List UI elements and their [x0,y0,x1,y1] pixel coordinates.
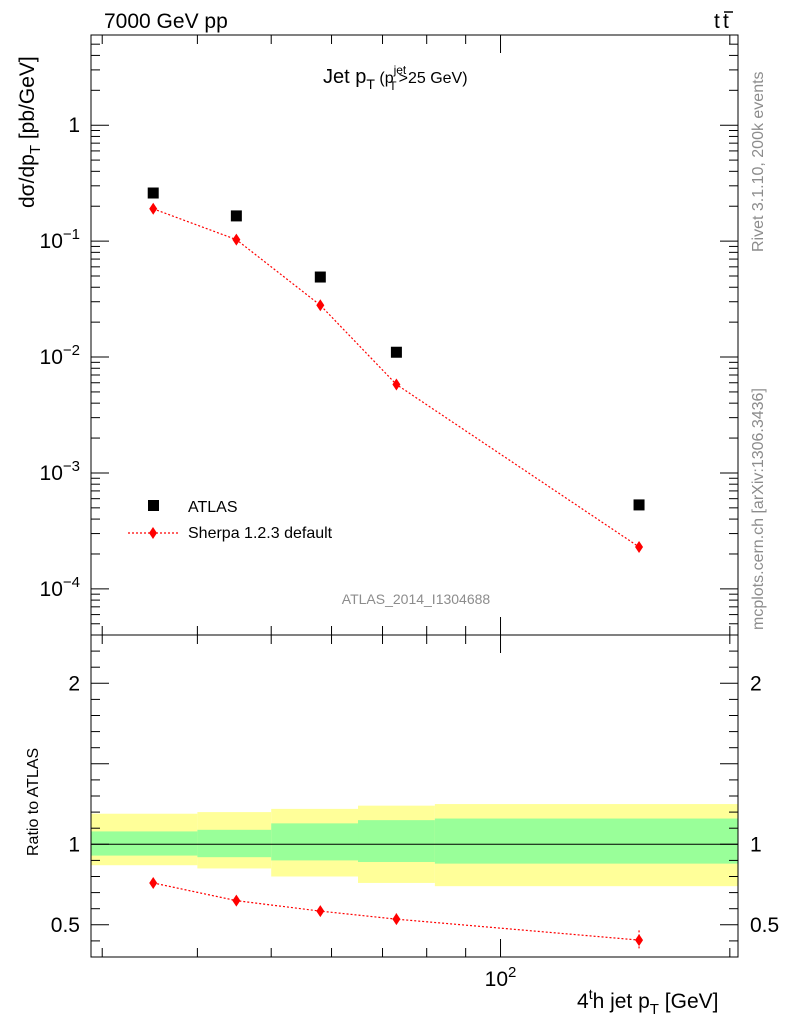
ratio-xlabel: 4th jet pT [GeV] [577,986,719,1018]
band-stat [91,831,198,856]
sherpa-point [316,299,325,312]
ratio-ytick-label-right: 0.5 [750,914,779,937]
main-ytick-label: 10−1 [40,226,80,253]
rivet-label: Rivet 3.1.10, 200k events [750,71,767,252]
header-right: t t [714,10,733,33]
xtick-label: 102 [485,964,517,991]
xlabel-b: h jet p [593,990,650,1013]
main-ytick-label: 10−2 [40,342,80,369]
ratio-sherpa-line [153,882,640,941]
ytick-exp: −3 [63,458,80,475]
main-ytick-label: 1 [68,114,80,137]
sherpa-point [232,233,241,246]
main-x-ticks [101,35,731,635]
sherpa-point [635,540,644,553]
ratio-ytick-label-right: 1 [750,833,762,856]
xtick-exp: 2 [508,964,516,981]
ratio-ytick-label-right: 2 [750,672,762,695]
main-panel: 10−410−310−210−11 Jet pT (pjet T >25 GeV) … [16,34,739,636]
band-stat [434,818,738,864]
xlabel-sub: T [650,1001,659,1018]
ylabel-b: [pb/GeV] [16,56,39,145]
watermark: ATLAS_2014_I1304688 [342,591,491,607]
main-ytick-label: 10−4 [40,574,80,601]
ratio-sherpa-point [392,913,401,926]
ytick-base: 10 [40,230,63,253]
main-ytick-label: 10−3 [40,458,80,485]
title-open: (p [375,70,394,87]
ratio-ytick-label-left: 1 [68,833,80,856]
xlabel-sup: t [589,986,593,1002]
main-ylabel: dσ/dpT [pb/GeV] [16,56,44,208]
sherpa-point [392,378,401,391]
ratio-sherpa-point [635,934,644,947]
header-right-t1: t [714,10,720,33]
title-main-sub: T [366,76,375,92]
header-left: 7000 GeV pp [104,10,228,33]
title-sub: T [389,79,397,93]
ratio-ytick-label-left: 2 [68,672,80,695]
ratio-sherpa-point [316,905,325,918]
header-right-t2: t [723,10,729,33]
ytick-exp: −4 [63,574,80,591]
ratio-panel: 0.5 0.51 12 2 102 Ratio to ATLAS 4th jet pT… [25,634,779,1018]
ytick-base: 10 [40,578,63,601]
band-stat [358,820,435,863]
ylabel-sub: T [27,145,44,154]
ratio-ylabel: Ratio to ATLAS [25,748,42,856]
ratio-bands [91,804,738,887]
ytick-exp: −1 [63,226,80,243]
mcplots-label: mcplots.cern.ch [arXiv:1306.3436] [750,388,767,630]
ytick-exp: −2 [63,342,80,359]
band-stat [197,829,272,858]
ratio-series [149,876,644,950]
ratio-sherpa-point [149,876,158,889]
atlas-point [314,271,326,283]
main-series [147,187,645,553]
legend-sherpa-label: Sherpa 1.2.3 default [188,525,333,542]
sherpa-point [149,202,158,215]
title-close: >25 GeV) [399,70,468,87]
band-stat [271,823,359,861]
atlas-point [230,210,242,222]
ytick-base: 1 [68,114,80,137]
legend-atlas-label: ATLAS [188,499,238,516]
ylabel-a: dσ/dp [16,154,39,208]
ratio-ytick-label-left: 0.5 [51,914,80,937]
legend-sherpa-marker [149,527,157,539]
ytick-base: 10 [40,346,63,369]
xtick-base: 10 [485,968,508,991]
sherpa-line [153,208,640,548]
title-sup: jet [393,63,407,77]
legend: ATLAS Sherpa 1.2.3 default [128,499,333,542]
ratio-y-ticks: 0.5 0.5 1 1 2 2 [51,634,779,958]
ratio-x-ticks: 102 [101,635,731,991]
ytick-base: 10 [40,462,63,485]
atlas-point [633,499,645,511]
atlas-point [390,346,402,358]
main-y-ticks: 10−410−310−210−11 [40,34,738,636]
atlas-point [147,187,159,199]
legend-atlas-marker [148,500,159,511]
ratio-sherpa-point [232,894,241,907]
xlabel-c: [GeV] [659,990,719,1013]
main-title: Jet pT (pjet T >25 GeV) [323,63,468,93]
ratio-frame [90,634,739,958]
xlabel-a: 4 [577,990,589,1013]
title-main: Jet p [323,66,366,88]
